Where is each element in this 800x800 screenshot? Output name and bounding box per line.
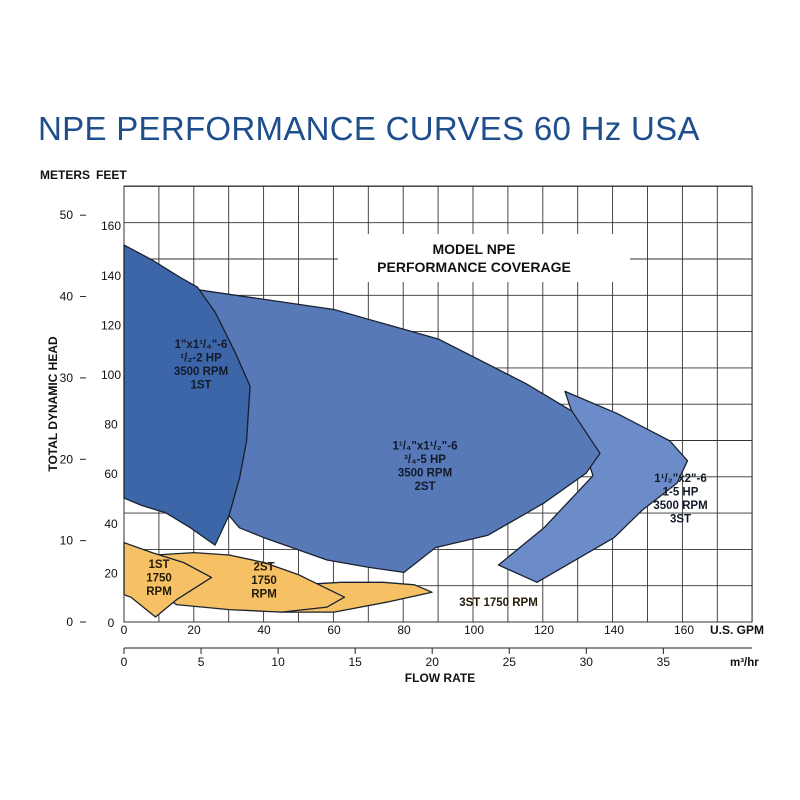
region-label-2st-3500: 2ST	[414, 481, 435, 493]
y-unit-feet: FEET	[96, 168, 127, 182]
y-tick-feet: 140	[101, 269, 121, 283]
region-label-1st-3500: 1ST	[190, 379, 211, 391]
x-tick-m3hr: 35	[657, 655, 671, 669]
region-label-3st-1750: 3ST 1750 RPM	[459, 597, 538, 609]
x-unit-gpm: U.S. GPM	[710, 623, 764, 637]
x-tick-gpm: 120	[534, 623, 554, 637]
y-tick-feet: 0	[108, 616, 115, 630]
y-tick-feet: 40	[104, 517, 118, 531]
region-label-2st-3500: ³/₄-5 HP	[404, 454, 446, 466]
x-tick-m3hr: 5	[198, 655, 205, 669]
region-label-1st-1750: 1750	[146, 572, 172, 584]
y-tick-feet: 160	[101, 219, 121, 233]
x-tick-gpm: 140	[604, 623, 624, 637]
region-label-3st-3500: 3ST	[670, 513, 691, 525]
y-tick-meters: 20	[60, 452, 74, 466]
region-label-3st-3500: 1-5 HP	[663, 486, 699, 498]
y-tick-meters: 0	[66, 615, 73, 629]
x-tick-gpm: 160	[674, 623, 694, 637]
region-label-2st-1750: 2ST	[253, 561, 274, 573]
chart-title-line: PERFORMANCE COVERAGE	[377, 259, 571, 275]
x-unit-m3hr: m³/hr	[730, 657, 759, 669]
x-tick-gpm: 80	[397, 623, 411, 637]
region-label-1st-3500: 1"x1¹/₄"-6	[175, 339, 228, 351]
x-tick-m3hr: 10	[271, 655, 285, 669]
region-label-2st-3500: 3500 RPM	[398, 468, 452, 480]
x-axis-title: FLOW RATE	[405, 671, 475, 685]
y-tick-feet: 80	[104, 418, 118, 432]
region-1st-3500	[123, 244, 251, 546]
x-tick-gpm: 20	[187, 623, 201, 637]
x-tick-m3hr: 0	[121, 655, 128, 669]
region-1st-1750	[123, 541, 213, 618]
region-label-2st-1750: RPM	[251, 588, 277, 600]
y-unit-meters: METERS	[40, 168, 90, 182]
region-label-2st-3500: 1¹/₄"x1¹/₂"-6	[393, 441, 458, 453]
region-label-2st-1750: 1750	[251, 575, 277, 587]
y-tick-meters: 50	[60, 208, 74, 222]
y-tick-meters: 40	[60, 290, 74, 304]
x-tick-gpm: 0	[121, 623, 128, 637]
y-tick-meters: 10	[60, 534, 74, 548]
chart-title-line: MODEL NPE	[433, 241, 516, 257]
y-tick-feet: 120	[101, 318, 121, 332]
x-tick-gpm: 40	[257, 623, 271, 637]
region-label-1st-1750: 1ST	[148, 559, 169, 571]
x-tick-gpm: 100	[464, 623, 484, 637]
x-tick-m3hr: 25	[503, 655, 517, 669]
x-tick-m3hr: 30	[580, 655, 594, 669]
x-tick-gpm: 60	[327, 623, 341, 637]
region-label-1st-1750: RPM	[146, 586, 172, 598]
y-tick-meters: 30	[60, 371, 74, 385]
region-label-1st-3500: 3500 RPM	[174, 366, 228, 378]
region-label-3st-3500: 3500 RPM	[653, 500, 707, 512]
y-tick-feet: 100	[101, 368, 121, 382]
y-tick-feet: 20	[104, 566, 118, 580]
y-tick-feet: 60	[104, 467, 118, 481]
page-title: NPE PERFORMANCE CURVES 60 Hz USA	[38, 110, 700, 147]
x-tick-m3hr: 15	[348, 655, 362, 669]
region-label-3st-3500: 1¹/₂"x2"-6	[654, 473, 706, 485]
y-axis-title: TOTAL DYNAMIC HEAD	[46, 336, 60, 472]
region-3st-3500	[497, 390, 689, 583]
region-label-1st-3500: ¹/₂-2 HP	[180, 352, 222, 364]
chart-title-box	[338, 234, 630, 282]
region-2st-3500	[196, 289, 601, 574]
x-tick-m3hr: 20	[426, 655, 440, 669]
